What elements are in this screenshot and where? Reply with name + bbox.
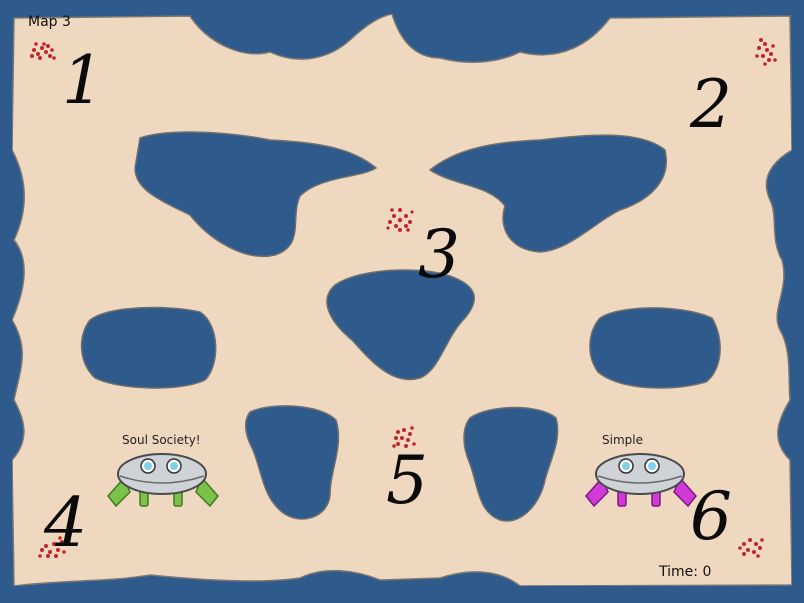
ship-wing-right (195, 476, 219, 508)
lake-mid-right (589, 307, 721, 389)
map-title: Map 3 (28, 14, 71, 30)
resource-cluster-5 (392, 426, 416, 448)
timer-value: 0 (702, 564, 712, 580)
ship-hull (117, 453, 207, 495)
game-timer: Time: 0 (659, 564, 711, 580)
spawn-number-4: 4 (44, 484, 88, 563)
resource-cluster-2 (755, 38, 777, 66)
spawn-number-5: 5 (386, 442, 428, 519)
spawn-number-3: 3 (418, 216, 460, 293)
lake-mid-left (80, 306, 217, 389)
resource-cluster-3 (386, 208, 414, 232)
lake-upper-right (428, 134, 668, 253)
player-ship-soul-society[interactable] (106, 448, 220, 512)
resource-cluster-4 (38, 536, 66, 558)
resource-cluster-1 (30, 42, 56, 60)
ship-wing-right (673, 476, 697, 508)
lake-upper-left (134, 131, 378, 257)
player-name-label: Simple (602, 433, 643, 447)
ship-hull (595, 453, 685, 495)
player-name-label: Soul Society! (122, 433, 201, 447)
timer-label: Time: (659, 564, 698, 580)
spawn-number-6: 6 (690, 478, 732, 555)
player-ship-simple[interactable] (584, 448, 698, 512)
lake-center (326, 269, 475, 381)
lake-lower-left (245, 405, 340, 520)
lake-lower-right (463, 406, 559, 522)
spawn-number-1: 1 (62, 42, 104, 119)
spawn-number-2: 2 (690, 66, 732, 143)
resource-cluster-6 (738, 538, 764, 558)
